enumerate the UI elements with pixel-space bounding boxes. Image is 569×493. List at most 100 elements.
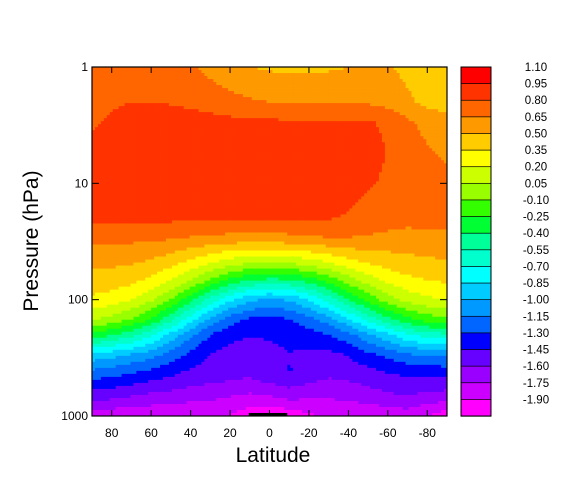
contour-cell <box>204 190 208 194</box>
contour-cell <box>139 70 143 74</box>
contour-cell <box>263 88 267 92</box>
contour-cell <box>275 139 279 143</box>
contour-cell <box>272 103 276 107</box>
contour-cell <box>296 67 300 71</box>
contour-cell <box>157 115 161 119</box>
contour-cell <box>370 112 374 116</box>
contour-cell <box>231 124 235 128</box>
contour-cell <box>106 154 111 158</box>
contour-cell <box>390 70 395 74</box>
contour-cell <box>396 115 401 119</box>
contour-cell <box>414 85 418 89</box>
contour-cell <box>346 172 350 176</box>
contour-cell <box>127 118 131 122</box>
contour-cell <box>154 70 158 74</box>
contour-cell <box>97 172 102 176</box>
contour-cell <box>204 109 208 113</box>
contour-cell <box>373 181 377 185</box>
contour-cell <box>239 187 244 191</box>
contour-cell <box>236 190 241 194</box>
contour-cell <box>118 187 122 191</box>
contour-cell <box>402 97 406 101</box>
contour-cell <box>171 187 176 191</box>
contour-cell <box>163 166 167 170</box>
contour-cell <box>438 136 442 140</box>
contour-cell <box>381 130 386 134</box>
contour-cell <box>251 187 256 191</box>
contour-cell <box>337 70 341 74</box>
contour-cell <box>180 136 185 140</box>
contour-cell <box>281 97 285 101</box>
contour-cell <box>367 79 371 83</box>
contour-cell <box>263 103 267 107</box>
contour-cell <box>180 154 185 158</box>
contour-cell <box>287 127 291 131</box>
contour-cell <box>381 124 386 128</box>
contour-cell <box>266 142 270 146</box>
contour-cell <box>293 70 297 74</box>
contour-cell <box>92 187 96 191</box>
contour-cell <box>225 133 229 137</box>
contour-cell <box>322 76 327 80</box>
contour-cell <box>381 133 386 137</box>
contour-cell <box>299 106 303 110</box>
contour-cell <box>402 145 406 149</box>
contour-cell <box>168 85 173 89</box>
contour-cell <box>284 88 288 92</box>
contour-cell <box>287 187 291 191</box>
contour-cell <box>163 115 167 119</box>
contour-cell <box>139 157 143 161</box>
contour-cell <box>115 187 120 191</box>
contour-cell <box>278 139 282 143</box>
contour-cell <box>257 154 262 158</box>
contour-cell <box>148 184 152 188</box>
contour-cell <box>358 88 362 92</box>
contour-cell <box>346 76 350 80</box>
contour-cell <box>225 106 229 110</box>
contour-cell <box>183 109 188 113</box>
contour-cell <box>376 130 380 134</box>
contour-cell <box>254 139 259 143</box>
contour-cell <box>136 124 140 128</box>
contour-cell <box>231 145 235 149</box>
contour-cell <box>364 169 368 173</box>
contour-cell <box>349 184 353 188</box>
contour-cell <box>316 103 321 107</box>
contour-cell <box>97 124 102 128</box>
contour-cell <box>177 151 182 155</box>
contour-cell <box>97 145 102 149</box>
contour-cell <box>423 181 427 185</box>
contour-cell <box>417 97 421 101</box>
contour-cell <box>361 178 365 182</box>
contour-cell <box>145 82 149 86</box>
contour-cell <box>284 76 288 80</box>
contour-cell <box>307 190 312 194</box>
contour-cell <box>399 109 404 113</box>
contour-cell <box>154 103 158 107</box>
contour-cell <box>378 157 383 161</box>
contour-cell <box>278 142 282 146</box>
contour-cell <box>171 136 176 140</box>
contour-cell <box>133 73 137 77</box>
contour-cell <box>157 187 161 191</box>
contour-cell <box>168 127 173 131</box>
contour-cell <box>281 157 285 161</box>
contour-cell <box>423 133 427 137</box>
contour-cell <box>384 151 389 155</box>
contour-cell <box>228 184 232 188</box>
contour-cell <box>219 190 223 194</box>
contour-cell <box>296 100 300 104</box>
contour-cell <box>260 184 264 188</box>
contour-cell <box>180 88 185 92</box>
contour-cell <box>352 115 356 119</box>
contour-cell <box>364 73 368 77</box>
contour-cell <box>313 175 318 179</box>
contour-cell <box>248 157 253 161</box>
contour-cell <box>228 82 232 86</box>
contour-cell <box>337 145 341 149</box>
contour-cell <box>160 172 164 176</box>
contour-cell <box>355 118 359 122</box>
contour-cell <box>225 136 229 140</box>
contour-cell <box>310 103 315 107</box>
contour-cell <box>97 133 102 137</box>
